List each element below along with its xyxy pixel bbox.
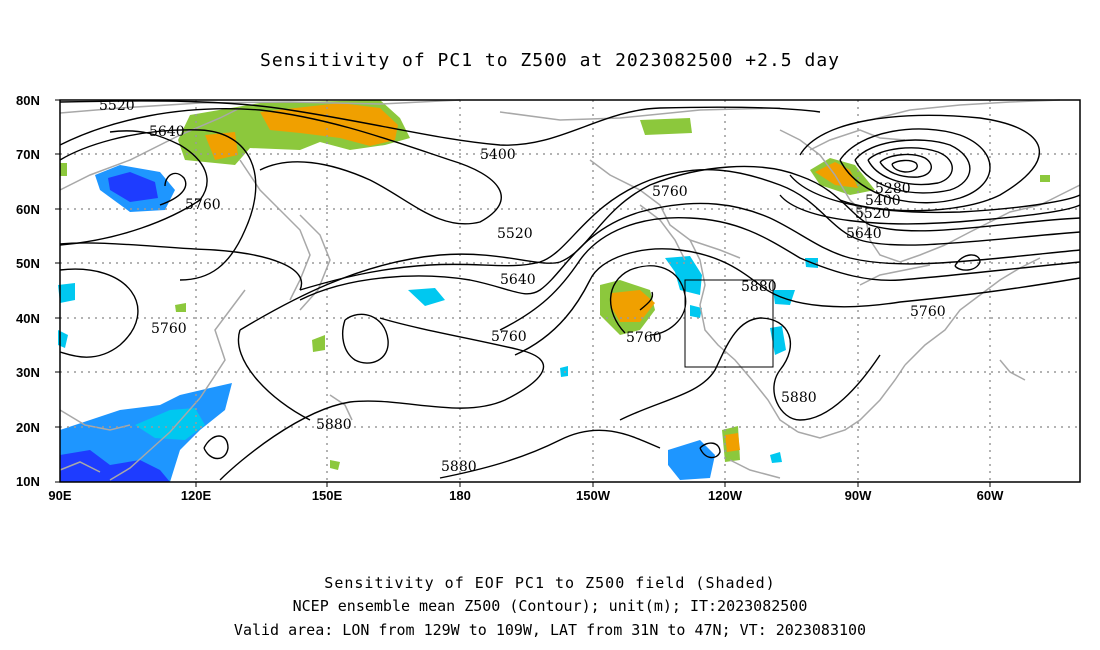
lon-tick-150w: 150W (576, 488, 611, 503)
label-5280: 5280 (875, 181, 911, 197)
contour-labels: 5520 5640 5760 5400 5520 5640 5760 5760 … (99, 98, 946, 475)
chart-title: Sensitivity of PC1 to Z500 at 2023082500… (259, 50, 840, 71)
label-5520-c: 5520 (855, 206, 891, 222)
shade-orange-bering (260, 103, 398, 146)
shade-blue-westcoast (665, 256, 702, 295)
shade-green-small-1 (312, 335, 325, 352)
shade-blue-mid-us-2 (770, 326, 786, 355)
lat-tick-70n: 70N (16, 147, 40, 162)
shade-blue-mexico (668, 440, 715, 480)
label-5520-b: 5520 (497, 226, 533, 242)
lon-tick-60w: 60W (977, 488, 1004, 503)
label-5880-d: 5880 (781, 390, 817, 406)
lon-axis: 90E 120E 150E 180 150W 120W 90W 60W (48, 482, 1004, 503)
valid-area-box (684, 279, 774, 368)
label-5760-e: 5760 (652, 184, 688, 200)
label-5880-a: 5880 (316, 417, 352, 433)
lat-tick-80n: 80N (16, 93, 40, 108)
shade-darkblue-siberia (108, 172, 158, 202)
lat-tick-50n: 50N (16, 256, 40, 271)
lon-tick-180: 180 (449, 488, 471, 503)
lon-tick-120e: 120E (181, 488, 212, 503)
label-5760-c: 5760 (491, 329, 527, 345)
shade-green-small-3 (330, 460, 340, 470)
label-5400-b: 5400 (865, 193, 901, 209)
label-5640-a: 5640 (149, 124, 185, 140)
shade-orange-mexico (725, 433, 740, 452)
sensitivity-shading (58, 100, 1050, 482)
lat-tick-60n: 60N (16, 202, 40, 217)
label-5760-b: 5760 (151, 321, 187, 337)
shade-orange-hudson (815, 162, 858, 188)
label-5520-a: 5520 (99, 98, 135, 114)
lat-axis: 80N 70N 60N 50N 40N 30N 20N 10N (16, 93, 60, 489)
shade-blue-gulf (770, 452, 782, 463)
shade-green-small-4 (1040, 175, 1050, 182)
label-5640-c: 5640 (846, 226, 882, 242)
plot-frame (59, 99, 1081, 483)
label-5760-f: 5760 (910, 304, 946, 320)
colorbar-title: Sensitivity of EOF PC1 to Z500 field (Sh… (324, 574, 776, 592)
lon-tick-90e: 90E (48, 488, 71, 503)
footer-line-1: NCEP ensemble mean Z500 (Contour); unit(… (292, 597, 808, 615)
lat-tick-30n: 30N (16, 365, 40, 380)
shade-blue-central (408, 288, 445, 306)
shade-darkblue-scs (60, 450, 170, 482)
map-panel: 5520 5640 5760 5400 5520 5640 5760 5760 … (16, 93, 1081, 503)
label-5880-b: 5880 (441, 459, 477, 475)
label-5760-d: 5760 (626, 330, 662, 346)
shade-green-arctic (640, 118, 692, 135)
shade-orange-pacific (610, 290, 655, 322)
label-5640-b: 5640 (500, 272, 536, 288)
label-5400-a: 5400 (480, 147, 516, 163)
label-5880-c: 5880 (741, 279, 777, 295)
shade-blue-scs (60, 383, 232, 482)
lon-tick-120w: 120W (708, 488, 743, 503)
label-5760-a: 5760 (185, 197, 221, 213)
lat-tick-40n: 40N (16, 311, 40, 326)
shade-blue-left (58, 283, 75, 303)
coastlines (59, 99, 1081, 481)
lon-tick-90w: 90W (845, 488, 872, 503)
lat-tick-20n: 20N (16, 420, 40, 435)
shade-cyan-scs (135, 408, 205, 440)
lat-tick-10n: 10N (16, 474, 40, 489)
lon-tick-150e: 150E (312, 488, 343, 503)
shade-orange-bering-2 (205, 132, 238, 160)
shade-blue-westcoast-2 (690, 305, 702, 318)
footer-line-2: Valid area: LON from 129W to 109W, LAT f… (233, 621, 867, 639)
shade-green-small-2 (175, 303, 186, 312)
shade-green-small-5 (60, 163, 67, 176)
height-contours (59, 100, 1081, 481)
